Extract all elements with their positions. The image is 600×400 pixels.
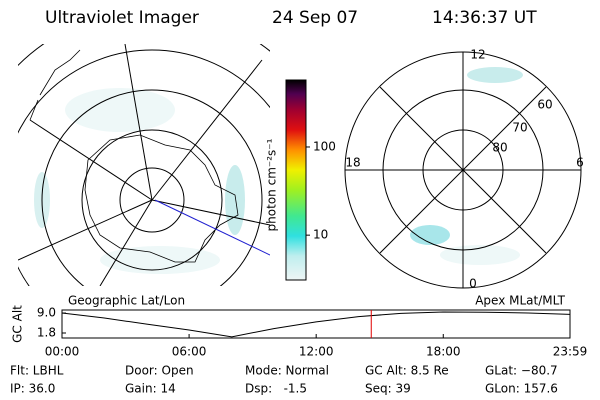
x-tick-label: 23:59 bbox=[553, 345, 588, 359]
colorbar-tick-label: 10 bbox=[313, 228, 328, 242]
lat-label: 70 bbox=[512, 121, 527, 135]
status-field: GLat: −80.7 bbox=[485, 364, 558, 378]
date: 24 Sep 07 bbox=[272, 8, 358, 28]
y-tick-label: 9.0 bbox=[37, 306, 56, 320]
title: Ultraviolet Imager bbox=[45, 8, 199, 28]
altitude-chart: GC Alt Geographic Lat/Lon Apex MLat/MLT 9.0… bbox=[11, 294, 588, 359]
status-field: Flt: LBHL bbox=[10, 364, 64, 378]
status-field: GLon: 157.6 bbox=[485, 382, 558, 396]
status-field: Gain: 14 bbox=[125, 382, 176, 396]
x-tick-label: 00:00 bbox=[45, 345, 80, 359]
y-axis-label: GC Alt bbox=[11, 305, 25, 343]
annotation: Apex MLat/MLT bbox=[475, 294, 565, 308]
x-tick-label: 18:00 bbox=[426, 345, 461, 359]
status-field: Door: Open bbox=[125, 364, 194, 378]
status-field: Mode: Normal bbox=[245, 364, 329, 378]
mlt-label: 18 bbox=[345, 156, 360, 170]
status-field: IP: 36.0 bbox=[10, 382, 55, 396]
footer: Flt: LBHL Door: Open Mode: Normal GC Alt: 8… bbox=[10, 364, 558, 396]
mlt-label: 6 bbox=[576, 156, 584, 170]
annotation: Geographic Lat/Lon bbox=[68, 294, 185, 308]
lat-label: 60 bbox=[537, 98, 552, 112]
status-field: Seq: 39 bbox=[365, 382, 411, 396]
status-field: GC Alt: 8.5 Re bbox=[365, 364, 449, 378]
status-field: Dsp: -1.5 bbox=[245, 382, 307, 396]
time: 14:36:37 UT bbox=[432, 8, 537, 28]
colorbar-label: photon cm⁻²s⁻¹ bbox=[265, 138, 279, 231]
mlt-label: 0 bbox=[469, 277, 477, 291]
series-line bbox=[61, 311, 571, 338]
plot-frame bbox=[61, 309, 571, 339]
colorbar bbox=[285, 79, 307, 281]
mlt-label: 12 bbox=[470, 48, 485, 62]
polar-map bbox=[344, 51, 582, 289]
colorbar-ticks: 10 100 bbox=[306, 139, 336, 242]
x-tick-label: 12:00 bbox=[299, 345, 334, 359]
lat-label: 80 bbox=[492, 141, 507, 155]
x-tick-label: 06:00 bbox=[172, 345, 207, 359]
y-tick-label: 1.8 bbox=[37, 326, 56, 340]
colorbar-tick-label: 100 bbox=[313, 139, 336, 153]
geographic-map bbox=[18, 44, 270, 286]
